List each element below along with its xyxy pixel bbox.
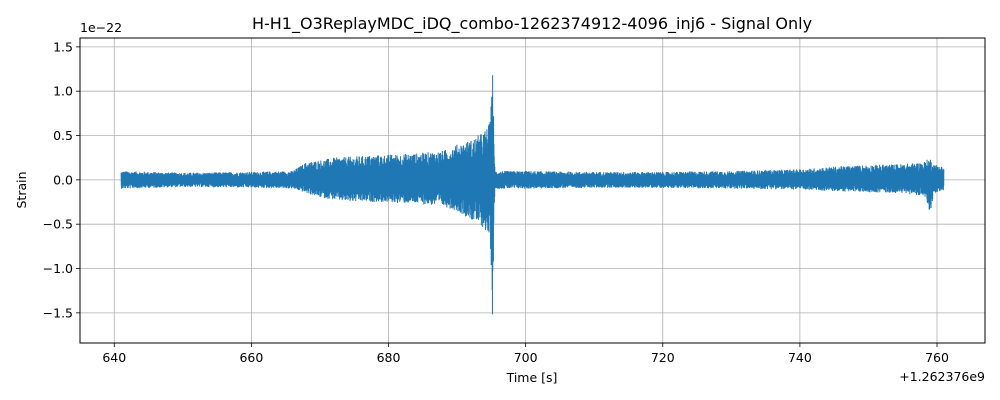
x-axis-title: Time [s] <box>506 370 558 385</box>
y-axis-title: Strain <box>14 171 29 208</box>
x-axis-ticks: 640 660 680 700 720 740 760 <box>102 343 949 365</box>
y-tick-label: 1.0 <box>53 84 73 99</box>
y-tick-label: −1.0 <box>43 261 73 276</box>
y-tick-label: −0.5 <box>43 217 73 232</box>
axes-frame <box>79 37 986 344</box>
x-axis-offset-label: +1.262376e9 <box>899 369 985 384</box>
y-tick-label: 1.5 <box>53 39 73 54</box>
x-tick-label: 680 <box>377 350 401 365</box>
x-tick-label: 640 <box>102 350 126 365</box>
y-tick-label: −1.5 <box>43 305 73 320</box>
x-tick-label: 720 <box>651 350 675 365</box>
x-tick-label: 700 <box>514 350 538 365</box>
y-tick-label: 0.5 <box>53 128 73 143</box>
chart-title: H-H1_O3ReplayMDC_iDQ_combo-1262374912-40… <box>252 14 812 34</box>
x-tick-label: 740 <box>788 350 812 365</box>
x-tick-label: 660 <box>239 350 263 365</box>
strain-signal-line <box>120 75 945 315</box>
y-axis-ticks: −1.5 −1.0 −0.5 0.0 0.5 1.0 1.5 <box>43 39 80 320</box>
y-axis-exponent-label: 1e−22 <box>80 20 122 35</box>
x-tick-label: 760 <box>925 350 949 365</box>
y-tick-label: 0.0 <box>53 172 73 187</box>
